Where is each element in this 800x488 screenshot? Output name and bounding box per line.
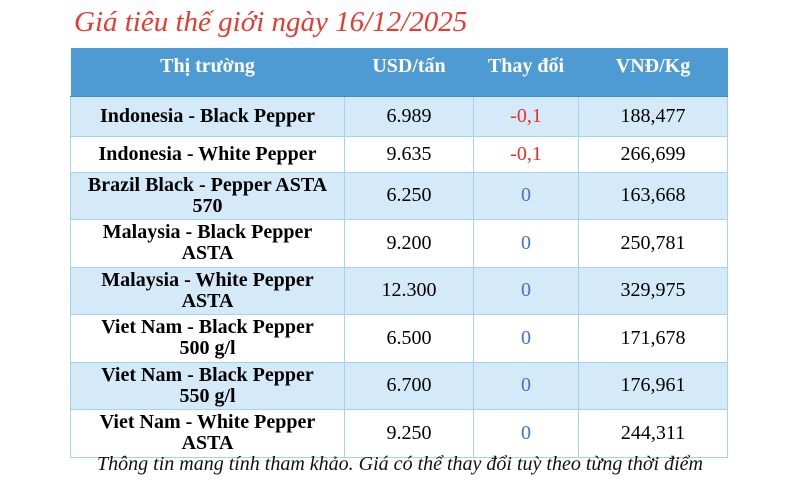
table-row: Viet Nam - Black Pepper 500 g/l 6.500 0 … xyxy=(70,313,728,363)
market-cell: Indonesia - White Pepper xyxy=(70,135,345,173)
change-cell: 0 xyxy=(473,171,579,220)
table-body: Indonesia - Black Pepper 6.989 -0,1 188,… xyxy=(70,95,728,458)
table-row: Brazil Black - Pepper ASTA 570 6.250 0 1… xyxy=(70,171,728,220)
usd-cell: 6.500 xyxy=(344,313,474,363)
usd-cell: 9.635 xyxy=(344,135,474,173)
table-row: Viet Nam - White Pepper ASTA 9.250 0 244… xyxy=(70,408,728,458)
change-cell: 0 xyxy=(473,218,579,268)
vnd-cell: 266,699 xyxy=(578,135,728,173)
table-row: Indonesia - White Pepper 9.635 -0,1 266,… xyxy=(70,135,728,173)
vnd-cell: 176,961 xyxy=(578,361,728,410)
table-row: Malaysia - White Pepper ASTA 12.300 0 32… xyxy=(70,266,728,315)
market-cell: Viet Nam - White Pepper ASTA xyxy=(70,408,345,458)
market-cell: Viet Nam - Black Pepper 550 g/l xyxy=(70,361,345,410)
change-cell: 0 xyxy=(473,361,579,410)
market-cell: Brazil Black - Pepper ASTA 570 xyxy=(70,171,345,220)
usd-cell: 9.200 xyxy=(344,218,474,268)
header-row: Thị trường USD/tấn Thay đổi VNĐ/Kg xyxy=(70,48,728,97)
change-cell: 0 xyxy=(473,313,579,363)
market-cell: Viet Nam - Black Pepper 500 g/l xyxy=(70,313,345,363)
table-row: Malaysia - Black Pepper ASTA 9.200 0 250… xyxy=(70,218,728,268)
change-cell: -0,1 xyxy=(473,135,579,173)
usd-cell: 6.989 xyxy=(344,95,474,137)
market-cell: Malaysia - White Pepper ASTA xyxy=(70,266,345,315)
price-table: Thị trường USD/tấn Thay đổi VNĐ/Kg Indon… xyxy=(70,48,728,458)
vnd-cell: 188,477 xyxy=(578,95,728,137)
table-row: Viet Nam - Black Pepper 550 g/l 6.700 0 … xyxy=(70,361,728,410)
vnd-cell: 244,311 xyxy=(578,408,728,458)
table-row: Indonesia - Black Pepper 6.989 -0,1 188,… xyxy=(70,95,728,137)
col-header-vnd: VNĐ/Kg xyxy=(578,48,728,97)
table-header: Thị trường USD/tấn Thay đổi VNĐ/Kg xyxy=(70,48,728,97)
usd-cell: 9.250 xyxy=(344,408,474,458)
change-cell: -0,1 xyxy=(473,95,579,137)
market-cell: Indonesia - Black Pepper xyxy=(70,95,345,137)
market-cell: Malaysia - Black Pepper ASTA xyxy=(70,218,345,268)
col-header-usd: USD/tấn xyxy=(344,48,474,97)
change-cell: 0 xyxy=(473,266,579,315)
vnd-cell: 163,668 xyxy=(578,171,728,220)
vnd-cell: 329,975 xyxy=(578,266,728,315)
change-cell: 0 xyxy=(473,408,579,458)
usd-cell: 6.700 xyxy=(344,361,474,410)
vnd-cell: 250,781 xyxy=(578,218,728,268)
usd-cell: 6.250 xyxy=(344,171,474,220)
col-header-change: Thay đổi xyxy=(473,48,579,97)
col-header-market: Thị trường xyxy=(70,48,345,97)
usd-cell: 12.300 xyxy=(344,266,474,315)
footer-note: Thông tin mang tính tham khảo. Giá có th… xyxy=(97,453,703,475)
page-title: Giá tiêu thế giới ngày 16/12/2025 xyxy=(74,6,468,38)
vnd-cell: 171,678 xyxy=(578,313,728,363)
